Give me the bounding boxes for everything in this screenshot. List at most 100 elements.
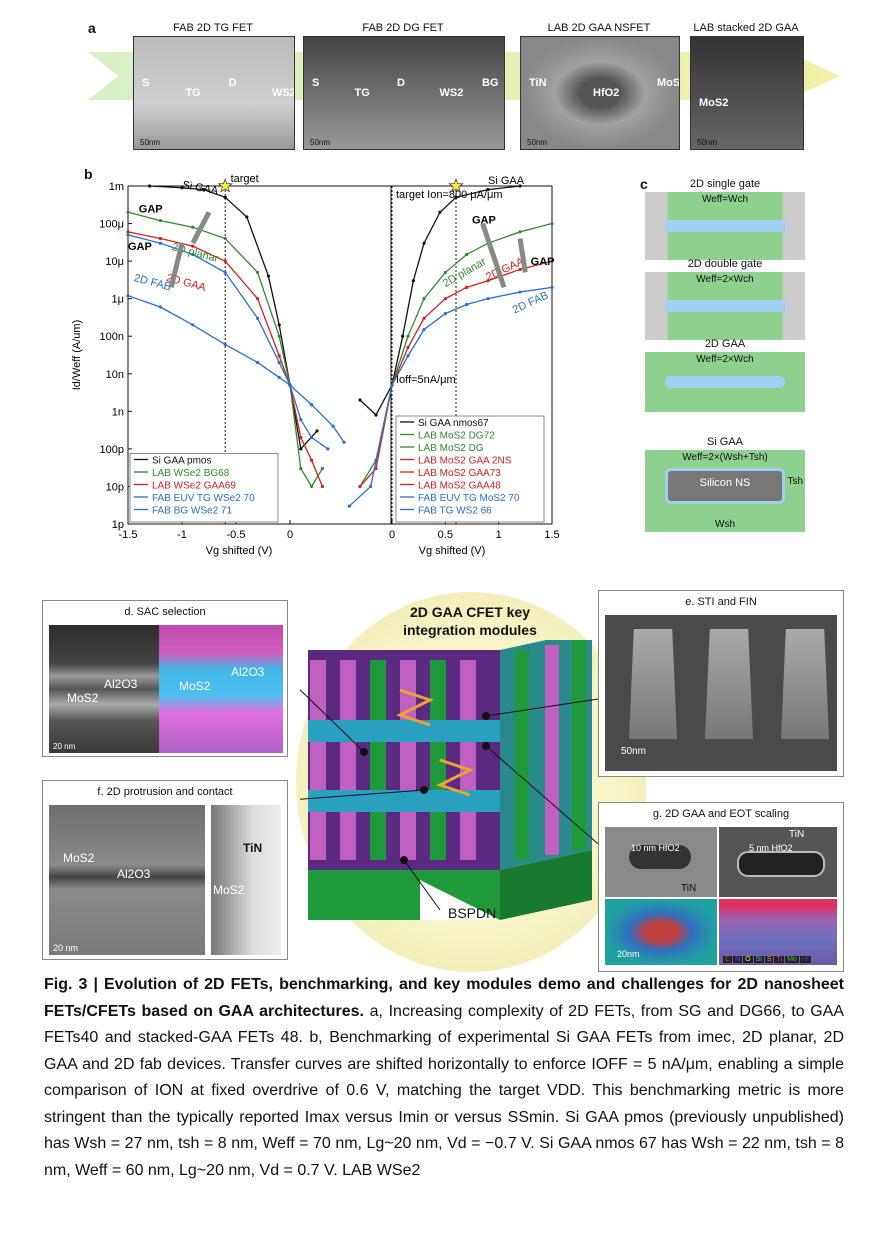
eds-element-O: O	[743, 956, 753, 963]
data-point-left	[331, 424, 335, 428]
data-point-left	[158, 241, 162, 245]
panel-g-label-tin-1: TiN	[681, 883, 697, 894]
data-point-right	[406, 345, 410, 350]
data-point-right	[438, 210, 442, 214]
gap-arrow-1	[168, 242, 185, 288]
data-point-left	[299, 418, 303, 422]
data-point-right	[550, 285, 554, 289]
data-point-left	[277, 360, 281, 365]
panel-a-image-0: S TG D WS2 50nm	[133, 36, 295, 150]
data-point-left	[202, 188, 206, 192]
caption-fig-label: Fig. 3 | Evolution of 2D FETs, benchmark…	[44, 976, 844, 1020]
panel-c-formula-0: Weff=Wch	[701, 194, 749, 205]
series-line-left-0	[149, 185, 318, 451]
y-tick-label: 1p	[112, 519, 124, 531]
data-point-left	[191, 225, 195, 229]
legend-box-right	[395, 415, 545, 523]
panel-c-diagram-0: Weff=Wch	[645, 192, 805, 260]
panel-a-title-2: LAB 2D GAA NSFET	[547, 22, 651, 34]
data-point-right	[518, 290, 522, 294]
x-tick-label-left: 0	[287, 529, 293, 541]
panel-d-scale: 20 nm	[53, 742, 76, 751]
eds-element-legend: C N O Si S Ti Mo Hf	[723, 956, 811, 963]
panel-e: e. STI and FIN 50nm	[598, 590, 844, 777]
panel-f-sem-1: MoS2 Al2O3 20 nm	[49, 805, 205, 955]
figure-caption: Fig. 3 | Evolution of 2D FETs, benchmark…	[44, 972, 844, 1184]
panel-g: g. 2D GAA and EOT scaling 10 nm HfO2 TiN…	[598, 802, 844, 972]
panel-a-image-1-label: BG	[482, 77, 499, 89]
series-line-right-0	[359, 185, 521, 417]
y-tick-label: 10p	[106, 481, 124, 493]
data-point-left	[191, 252, 195, 257]
annotation-gap-1: GAP	[139, 203, 163, 215]
data-point-left	[315, 429, 319, 433]
panel-a-title-1: FAB 2D DG FET	[362, 22, 444, 34]
data-point-left	[148, 184, 152, 188]
target-star-left	[217, 177, 233, 193]
panel-d-title: d. SAC selection	[124, 606, 206, 618]
panel-a-image-1-label: S	[312, 77, 320, 89]
panel-c-silicon-ns: Silicon NS	[699, 477, 751, 489]
target-star-right	[448, 177, 464, 193]
x-tick-label-left: -1.5	[119, 529, 138, 541]
data-point-left	[180, 186, 184, 190]
data-point-right	[390, 383, 394, 387]
data-point-right	[422, 328, 426, 332]
data-point-right	[465, 285, 469, 289]
data-point-right	[411, 279, 415, 283]
data-point-right	[358, 484, 362, 489]
data-point-left	[277, 323, 281, 327]
caption-body: a, Increasing complexity of 2D FETs, fro…	[44, 1002, 845, 1179]
legend-label-right: FAB TG WS2 66	[418, 506, 492, 517]
data-point-left	[256, 297, 260, 301]
y-tick-label: 1n	[112, 406, 124, 418]
legend-label-left: LAB WSe2 GAA69	[152, 481, 236, 492]
x-tick-label-left: -1	[177, 529, 187, 541]
annotation-si-gaa-left: Si GAA	[181, 179, 219, 197]
panel-a-image-2: TiN HfO2 MoS2 50nm	[520, 36, 680, 150]
x-axis-label-left: Vg shifted (V)	[206, 545, 273, 557]
panel-a-image-0-scale: 50nm	[140, 138, 161, 147]
series-line-left-4	[127, 295, 345, 443]
data-point-right	[406, 334, 410, 338]
panel-d: d. SAC selection Al2O3 MoS2 20 nm Al2O3 …	[42, 600, 288, 757]
eds-element-Ti: Ti	[774, 956, 785, 963]
panel-a-image-2-scale: 50nm	[527, 138, 548, 147]
panel-a-image-3-scale: 50nm	[697, 138, 718, 147]
data-point-right	[406, 354, 410, 358]
panel-c-channel-2	[665, 376, 785, 388]
panel-f: f. 2D protrusion and contact MoS2 Al2O3 …	[42, 780, 288, 960]
series-line-right-2	[359, 260, 553, 487]
panel-c-diagram-3: Weff=2×(Wsh+Tsh) Silicon NS Tsh Wsh	[645, 450, 805, 532]
panel-e-sem: 50nm	[605, 615, 837, 771]
data-point-right	[369, 484, 373, 489]
data-point-left	[158, 305, 162, 309]
y-tick-label: 1m	[109, 181, 124, 193]
panel-f-label-mos2-2: MoS2	[213, 883, 245, 897]
panel-g-eds-2: C N O Si S Ti Mo Hf	[719, 899, 837, 965]
cfet-title-line1: 2D GAA CFET key	[409, 604, 531, 620]
panel-g-label-5nm: 5 nm HfO2	[749, 843, 793, 853]
gap-arrow-3	[517, 238, 528, 273]
data-point-right	[465, 302, 469, 307]
data-point-left	[310, 403, 314, 407]
data-point-right	[347, 504, 351, 508]
panel-a-image-3: MoS2 50nm	[690, 36, 804, 150]
legend-label-right: LAB MoS2 DG72	[418, 431, 495, 442]
panel-a-image-0-label: WS2	[272, 87, 295, 99]
cfet-title-line2: integration modules	[403, 622, 537, 638]
data-point-right	[518, 267, 522, 272]
data-point-left	[310, 484, 314, 489]
panel-c-formula-1: Weff=2×Wch	[696, 274, 754, 285]
panel-a-image-0-label: D	[228, 77, 237, 89]
x-tick-label-right: 1.5	[544, 529, 559, 541]
legend-label-left: FAB BG WSe2 71	[152, 506, 232, 517]
data-point-left	[299, 447, 303, 451]
legend-label-left: Si GAA pmos	[152, 456, 211, 467]
panel-g-eds-1: 20nm	[605, 899, 717, 965]
data-point-left	[223, 270, 227, 275]
legend-label-right: FAB EUV TG MoS2 70	[418, 493, 520, 504]
data-point-left	[256, 270, 260, 275]
y-tick-label: 1μ	[112, 294, 124, 306]
panel-f-label-al2o3: Al2O3	[117, 867, 151, 881]
